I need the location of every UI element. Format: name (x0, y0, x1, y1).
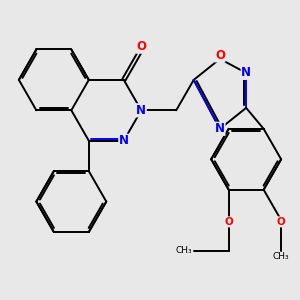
Text: O: O (277, 217, 286, 227)
Text: CH₃: CH₃ (273, 252, 290, 261)
Text: O: O (215, 49, 225, 62)
Text: N: N (215, 122, 225, 135)
Text: O: O (136, 40, 146, 53)
Text: N: N (241, 66, 251, 80)
Text: N: N (136, 104, 146, 117)
Text: O: O (224, 217, 233, 227)
Text: CH₃: CH₃ (175, 246, 192, 255)
Text: N: N (119, 134, 129, 147)
